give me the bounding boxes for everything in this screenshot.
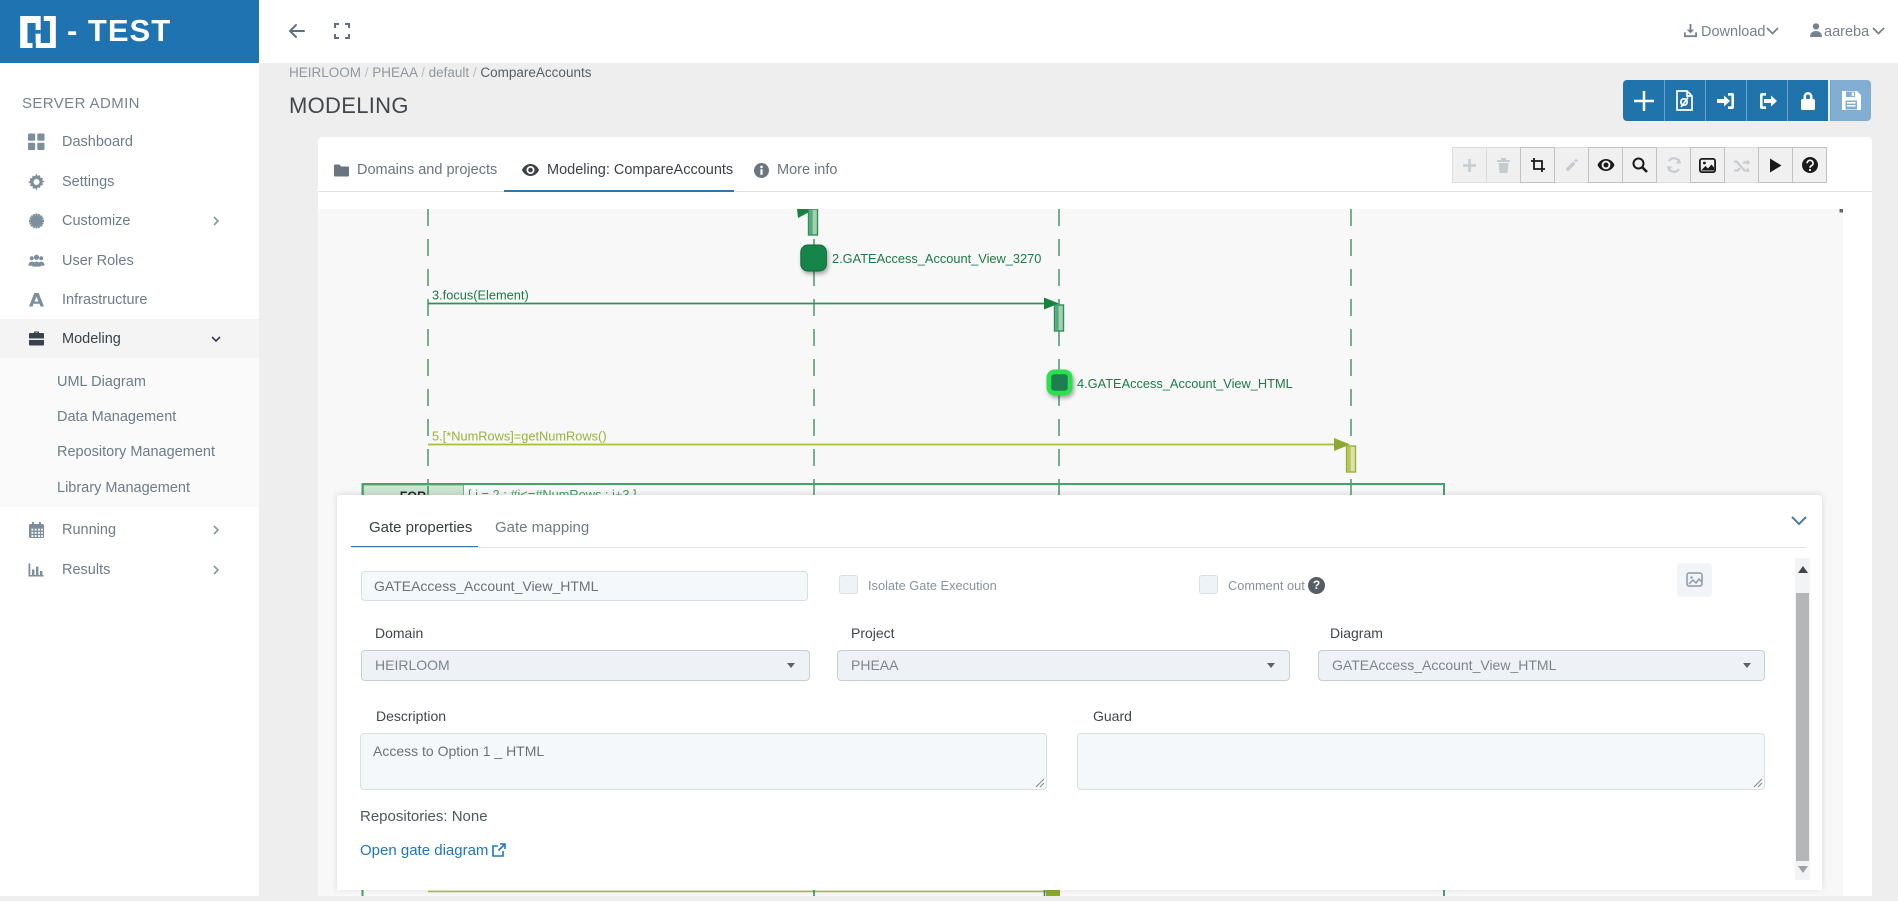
svg-text:4.GATEAccess_Account_View_HTML: 4.GATEAccess_Account_View_HTML xyxy=(1077,376,1293,391)
svg-text:2.GATEAccess_Account_View_3270: 2.GATEAccess_Account_View_3270 xyxy=(832,251,1041,266)
svg-text:3.focus(Element): 3.focus(Element) xyxy=(432,288,529,303)
svg-text:5.[*NumRows]=getNumRows(): 5.[*NumRows]=getNumRows() xyxy=(432,429,607,444)
